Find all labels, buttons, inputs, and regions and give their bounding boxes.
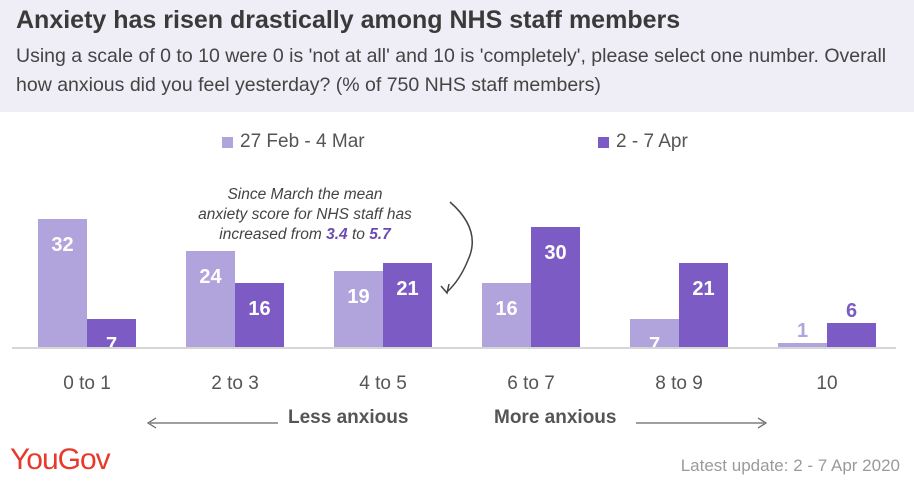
annotation-text: Since March the mean anxiety score for N… [180,185,430,245]
bar-s2-4 [679,263,728,347]
category-label-2: 4 to 5 [359,373,407,394]
category-label-5: 10 [816,373,837,394]
data-label-s1-1: 24 [199,266,222,288]
bar-s2-3 [531,227,580,347]
legend-label-series-2: 2 - 7 Apr [616,131,688,152]
bar-s2-1 [235,283,284,347]
bar-s2-2 [383,263,432,347]
more-anxious-arrowhead [757,417,768,429]
annotation-arrow-head [440,283,450,295]
data-label-s1-4: 7 [649,334,660,356]
more-anxious-label: More anxious [494,407,617,428]
data-label-s2-1: 16 [248,298,270,320]
yougov-logo: YouGov [10,443,111,476]
less-anxious-arrowhead [146,417,157,429]
annotation-line-2: anxiety score for NHS staff has [198,206,412,223]
annotation-value-from: 3.4 [326,226,348,243]
category-label-1: 2 to 3 [211,373,259,394]
data-label-s2-2: 21 [396,278,418,300]
bar-s1-2 [334,271,383,347]
legend-label-series-1: 27 Feb - 4 Mar [240,131,365,152]
category-label-4: 8 to 9 [655,373,703,394]
data-label-s2-5: 6 [846,300,857,322]
annotation-mid: to [347,226,370,243]
data-label-s1-3: 16 [495,298,517,320]
bar-s1-0 [38,219,87,347]
annotation-value-to: 5.7 [369,226,391,243]
category-label-3: 6 to 7 [507,373,555,394]
bar-s2-5 [827,323,876,347]
data-label-s1-2: 19 [347,286,369,308]
chart-subtitle: Using a scale of 0 to 10 were 0 is 'not … [16,45,887,96]
chart-title: Anxiety has risen drastically among NHS … [16,6,681,34]
bar-s1-3 [482,283,531,347]
bar-s1-4 [630,319,679,347]
bar-s2-0 [87,319,136,347]
data-label-s2-3: 30 [544,242,566,264]
category-label-0: 0 to 1 [63,373,111,394]
legend-item-series-2: 2 - 7 Apr [598,130,688,154]
less-anxious-label: Less anxious [288,407,409,428]
header-band: Anxiety has risen drastically among NHS … [0,0,914,112]
data-label-s2-0: 7 [106,334,117,356]
legend-swatch-series-1 [222,136,233,148]
data-label-s1-5: 1 [797,320,808,342]
bar-s1-5 [778,343,827,347]
annotation-prefix: increased from [219,226,327,243]
legend-item-series-1: 27 Feb - 4 Mar [222,130,365,154]
annotation-arrow [446,201,473,293]
legend-swatch-series-2 [598,136,609,148]
data-label-s2-4: 21 [692,278,714,300]
data-label-s1-0: 32 [51,234,73,256]
annotation-line-3: increased from 3.4 to 5.7 [180,225,430,245]
bar-s1-1 [186,251,235,347]
latest-update-text: Latest update: 2 - 7 Apr 2020 [680,456,900,475]
annotation-line-1: Since March the mean [227,186,383,203]
